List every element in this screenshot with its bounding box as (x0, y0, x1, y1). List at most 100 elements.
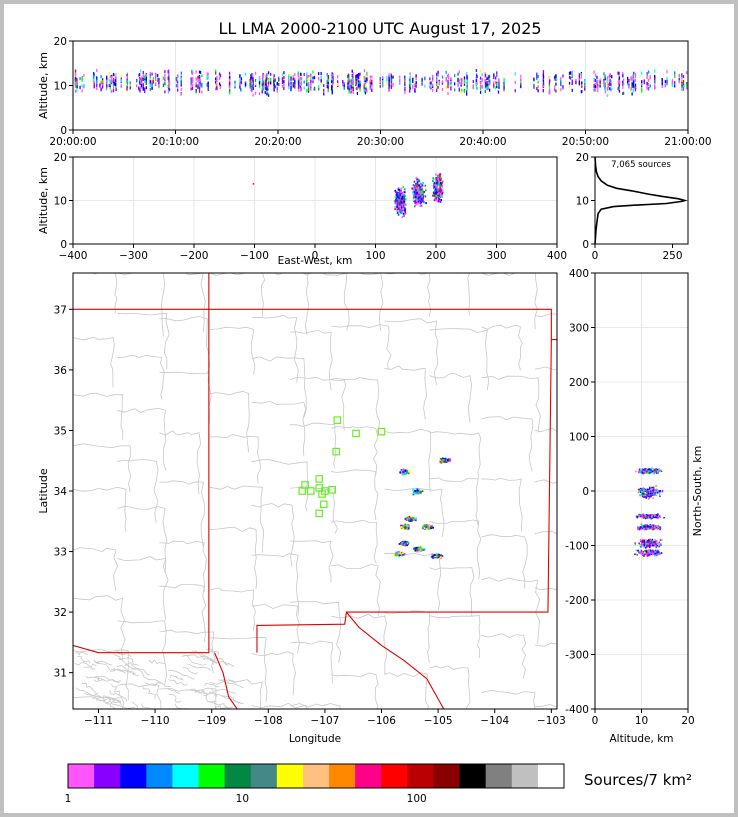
time-height-source (609, 78, 611, 82)
ns-source (649, 494, 652, 497)
time-height-source (571, 75, 573, 79)
time-height-source (436, 74, 438, 78)
colorbar-swatch (146, 764, 173, 788)
ns-source (656, 488, 658, 491)
ns-source (656, 470, 659, 472)
ew-yaxis-tick-label: 10 (54, 196, 67, 208)
time-height-source (198, 86, 201, 90)
time-height-source (239, 83, 241, 87)
ns-source (638, 468, 641, 471)
time-height-source (386, 78, 388, 82)
time-height-source (578, 80, 581, 84)
time-height-source (379, 80, 381, 84)
map-source (402, 552, 404, 555)
ns-source (643, 539, 645, 542)
ns-source (645, 545, 648, 547)
lma-station (306, 487, 315, 495)
time-height-source (332, 78, 334, 82)
time-height-source (355, 80, 357, 84)
time-height-source (265, 82, 267, 86)
ew-source (433, 177, 436, 180)
time-height-source (356, 91, 359, 95)
time-height-source (294, 73, 296, 77)
map-source (404, 540, 407, 543)
lma-station (301, 481, 309, 489)
time-height-source (364, 78, 367, 82)
ns-source (641, 527, 644, 530)
time-height-source (115, 85, 117, 89)
time-height-source (681, 74, 683, 78)
ew-source (441, 185, 444, 188)
county-line (93, 678, 120, 683)
map-source (419, 548, 422, 551)
ns-source (648, 491, 651, 494)
map-source (403, 543, 406, 546)
ew-source (437, 183, 440, 186)
latitude-axis-tick-label: 34 (54, 486, 68, 498)
time-height-source (520, 82, 522, 86)
time-height-source (475, 73, 478, 77)
time-height-source (441, 75, 444, 79)
ew-source (402, 186, 405, 189)
time-height-source (115, 79, 117, 83)
county-line (111, 684, 123, 698)
county-line (429, 328, 490, 391)
county-line (384, 487, 445, 537)
time-height-source (251, 73, 254, 77)
time-height-source (390, 73, 392, 77)
time-height-source (634, 83, 637, 87)
ns-source (657, 515, 659, 517)
ew-source (400, 187, 403, 190)
ns-source (649, 549, 652, 551)
ew-source (400, 192, 402, 195)
time-height-source (180, 87, 182, 91)
ns-source (640, 523, 642, 525)
time-height-source (101, 80, 104, 84)
ew-source (403, 194, 405, 197)
time-height-source (386, 82, 388, 86)
county-line (251, 603, 300, 654)
time-height-source (355, 78, 357, 82)
time-height-source (618, 80, 621, 84)
time-height-source (632, 74, 634, 78)
ns-source (655, 546, 657, 549)
ns-source (639, 545, 642, 548)
longitude-axis-tick-label: −103 (537, 715, 566, 727)
time-height-source (357, 82, 360, 86)
time-height-source (343, 82, 345, 86)
ew-source (417, 194, 420, 197)
time-height-source (381, 84, 384, 88)
time-height-source (142, 74, 144, 78)
ns-source (639, 552, 641, 554)
time-height-source (363, 69, 366, 73)
ns-source (639, 491, 642, 494)
time-height-source (542, 82, 545, 86)
time-height-source (608, 75, 611, 79)
time-height-source (297, 73, 300, 77)
ns-source (647, 541, 649, 543)
county-line (159, 371, 212, 424)
time-height-source (352, 75, 354, 79)
time-height-source (266, 76, 268, 80)
ew-source (419, 196, 422, 199)
ns-source (646, 494, 648, 496)
time-height-source (199, 79, 202, 83)
time-height-source (641, 82, 643, 86)
time-height-source (388, 83, 390, 87)
ns-source (648, 489, 651, 492)
time-height-source (542, 70, 545, 74)
time-height-ylabel: Altitude, km (37, 52, 50, 119)
time-height-source (126, 75, 128, 79)
time-height-source (603, 80, 605, 84)
time-height-source (251, 86, 253, 90)
ns-source (648, 545, 651, 548)
ew-source (421, 185, 424, 188)
time-height-source (276, 89, 278, 93)
ns-source (651, 487, 654, 489)
time-height-source (424, 77, 426, 81)
county-line (534, 313, 557, 318)
map-source (430, 527, 433, 530)
ns-source (635, 552, 638, 554)
county-line (290, 273, 350, 331)
ew-source (401, 209, 404, 212)
